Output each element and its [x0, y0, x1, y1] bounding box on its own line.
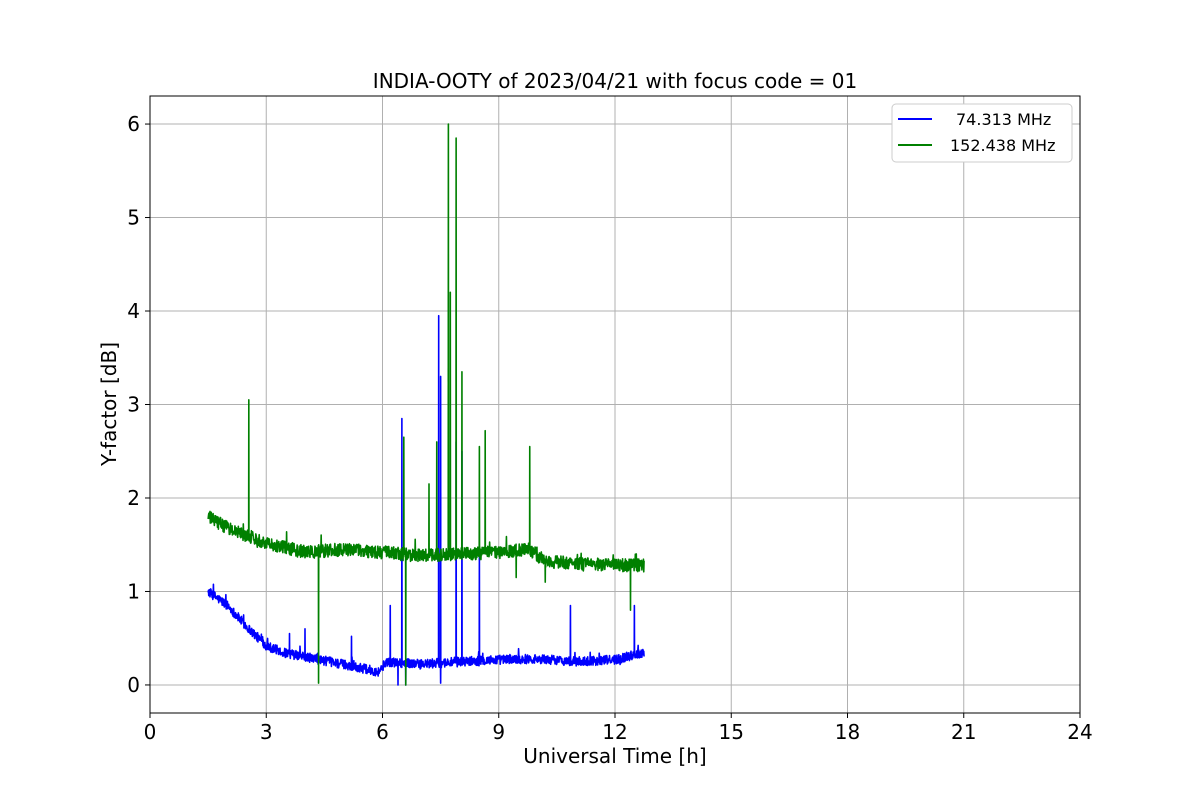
- y-tick-label: 6: [127, 112, 140, 136]
- x-tick-label: 6: [376, 720, 389, 744]
- x-tick-label: 3: [260, 720, 273, 744]
- x-tick-label: 18: [835, 720, 860, 744]
- y-tick-label: 3: [127, 393, 140, 417]
- y-tick-label: 1: [127, 579, 140, 603]
- series-line-152mhz: [207, 123, 645, 686]
- chart-title: INDIA-OOTY of 2023/04/21 with focus code…: [373, 69, 857, 93]
- y-tick-label: 4: [127, 299, 140, 323]
- series-layer: [207, 123, 645, 686]
- y-axis-label: Y-factor [dB]: [97, 342, 121, 467]
- legend-label-152mhz: 152.438 MHz: [950, 136, 1055, 155]
- x-tick-label: 0: [144, 720, 157, 744]
- legend: 74.313 MHz 152.438 MHz: [891, 103, 1073, 163]
- y-tick-label: 0: [127, 673, 140, 697]
- legend-label-74mhz: 74.313 MHz: [956, 110, 1051, 129]
- y-tick-label: 2: [127, 486, 140, 510]
- x-tick-label: 12: [602, 720, 627, 744]
- x-tick-label: 15: [719, 720, 744, 744]
- x-axis-label: Universal Time [h]: [523, 744, 706, 768]
- x-tick-label: 24: [1067, 720, 1092, 744]
- legend-box: [891, 103, 1073, 163]
- x-tick-label: 9: [492, 720, 505, 744]
- series-line-74mhz: [207, 314, 645, 686]
- y-tick-label: 5: [127, 206, 140, 230]
- x-tick-label: 21: [951, 720, 976, 744]
